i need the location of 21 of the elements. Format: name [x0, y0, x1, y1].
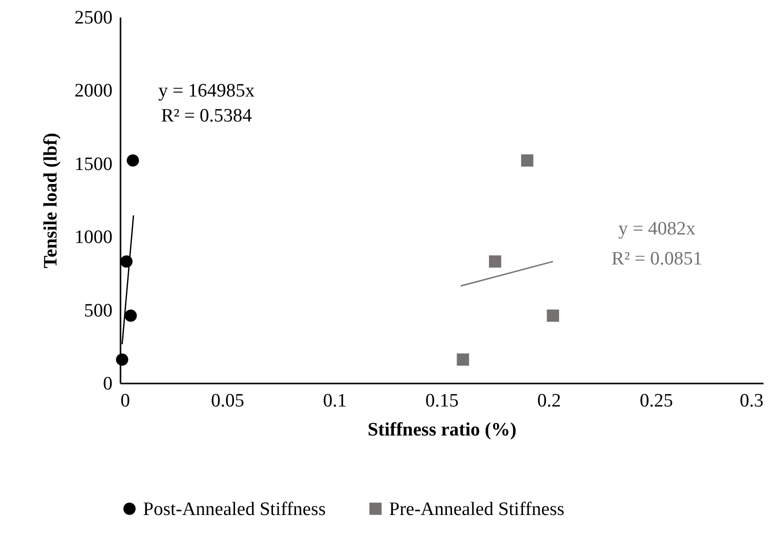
x-tick-label: 0.05 — [211, 390, 244, 412]
legend-label: Post-Annealed Stiffness — [143, 498, 326, 520]
y-tick-label: 0 — [103, 374, 112, 394]
y-tick-label: 500 — [84, 300, 112, 322]
x-tick-label: 0.25 — [640, 390, 673, 412]
y-axis-title: Tensile load (lbf) — [40, 132, 62, 268]
x-tick-label: 0.2 — [537, 390, 562, 412]
x-tick-label: 0.1 — [322, 390, 347, 412]
y-tick-label: 2500 — [74, 8, 112, 28]
x-tick-label: 0.15 — [425, 390, 459, 412]
annotation: R² = 0.5384 — [161, 105, 252, 126]
y-tick-label: 2000 — [74, 80, 112, 102]
x-tick-label: 0.3 — [740, 390, 764, 412]
annotation: y = 164985x — [158, 80, 256, 102]
y-tick-label: 1000 — [74, 227, 112, 248]
y-tick-label: 1500 — [74, 154, 112, 175]
legend-label: Pre-Annealed Stiffness — [389, 498, 564, 520]
annotation: y = 4082x — [618, 218, 696, 240]
x-axis-title: Stiffness ratio (%) — [368, 420, 516, 440]
annotation: R² = 0.0851 — [612, 248, 702, 270]
x-tick-label: 0 — [120, 390, 130, 412]
